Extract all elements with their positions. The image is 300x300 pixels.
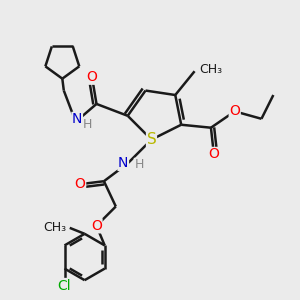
Text: O: O	[91, 219, 102, 233]
Text: N: N	[118, 156, 128, 170]
Text: N: N	[72, 112, 83, 126]
Text: O: O	[208, 148, 219, 161]
Text: O: O	[229, 104, 240, 118]
Text: S: S	[147, 132, 156, 147]
Text: Cl: Cl	[58, 278, 71, 292]
Text: H: H	[134, 158, 144, 171]
Text: O: O	[87, 70, 98, 84]
Text: CH₃: CH₃	[43, 221, 66, 234]
Text: H: H	[82, 118, 92, 131]
Text: CH₃: CH₃	[199, 63, 222, 76]
Text: O: O	[75, 177, 86, 191]
